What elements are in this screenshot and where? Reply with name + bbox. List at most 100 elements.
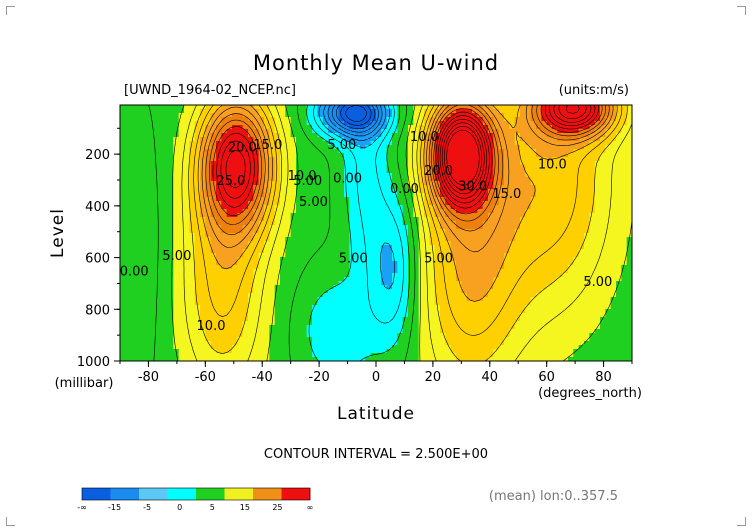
field-cell: [562, 309, 569, 314]
field-cell: [429, 109, 436, 114]
field-cell: [541, 249, 548, 254]
field-cell: [312, 189, 318, 194]
field-cell: [205, 293, 212, 298]
field-cell: [141, 121, 148, 126]
field-cell: [232, 113, 238, 118]
field-cell: [450, 285, 457, 290]
field-cell: [136, 185, 142, 190]
field-cell: [200, 185, 206, 190]
field-cell: [216, 129, 222, 134]
field-cell: [205, 113, 212, 118]
field-cell: [504, 217, 510, 222]
field-cell: [173, 201, 180, 206]
field-cell: [328, 241, 334, 246]
field-cell: [424, 209, 430, 214]
field-cell: [530, 229, 537, 234]
field-cell: [317, 285, 324, 290]
field-cell: [152, 285, 158, 290]
field-cell: [130, 249, 137, 254]
field-cell: [301, 165, 308, 170]
field-cell: [146, 201, 153, 206]
field-cell: [125, 249, 132, 254]
field-cell: [541, 149, 548, 154]
field-cell: [520, 201, 526, 206]
field-cell: [216, 173, 222, 178]
field-cell: [338, 169, 345, 174]
field-cell: [477, 253, 484, 258]
field-cell: [210, 117, 217, 122]
field-cell: [205, 213, 212, 218]
field-cell: [392, 237, 398, 242]
field-cell: [461, 225, 468, 230]
field-cell: [488, 285, 494, 290]
field-cell: [189, 265, 196, 270]
field-cell: [621, 189, 628, 194]
field-cell: [621, 109, 628, 114]
field-cell: [290, 153, 297, 158]
field-cell: [152, 305, 158, 310]
field-cell: [221, 297, 228, 302]
field-cell: [301, 185, 308, 190]
field-cell: [280, 301, 286, 306]
field-cell: [509, 245, 516, 250]
field-cell: [258, 157, 265, 162]
field-cell: [477, 165, 484, 170]
field-cell: [365, 213, 372, 218]
field-cell: [178, 121, 185, 126]
field-cell: [392, 217, 398, 222]
field-cell: [120, 153, 126, 158]
field-cell: [600, 249, 606, 254]
field-cell: [173, 145, 180, 150]
field-cell: [397, 189, 404, 194]
field-cell: [488, 161, 494, 166]
field-cell: [482, 121, 489, 126]
field-cell: [162, 145, 169, 150]
field-cell: [600, 161, 606, 166]
field-cell: [322, 201, 329, 206]
field-cell: [530, 157, 537, 162]
field-cell: [168, 141, 174, 146]
field-cell: [136, 201, 142, 206]
field-cell: [584, 105, 590, 110]
field-cell: [360, 237, 366, 242]
field-cell: [168, 265, 174, 270]
field-cell: [578, 141, 585, 146]
field-cell: [370, 241, 377, 246]
field-cell: [269, 309, 276, 314]
field-cell: [578, 129, 585, 134]
field-cell: [568, 253, 574, 258]
field-cell: [269, 189, 276, 194]
field-cell: [146, 149, 153, 154]
field-cell: [493, 293, 500, 298]
field-cell: [610, 261, 617, 266]
field-cell: [408, 257, 414, 262]
field-cell: [168, 193, 174, 198]
field-cell: [461, 221, 468, 226]
field-cell: [173, 297, 180, 302]
field-cell: [290, 245, 297, 250]
field-cell: [130, 193, 137, 198]
field-cell: [120, 265, 126, 270]
field-cell: [344, 117, 350, 122]
field-cell: [354, 293, 361, 298]
field-cell: [152, 209, 158, 214]
field-cell: [386, 153, 393, 158]
field-cell: [178, 173, 185, 178]
field-cell: [397, 217, 404, 222]
field-cell: [290, 277, 297, 282]
field-cell: [552, 281, 558, 286]
field-cell: [456, 261, 462, 266]
field-cell: [157, 141, 164, 146]
field-cell: [338, 221, 345, 226]
field-cell: [536, 213, 542, 218]
field-cell: [248, 113, 254, 118]
field-cell: [621, 145, 628, 150]
field-cell: [285, 213, 292, 218]
field-cell: [216, 237, 222, 242]
field-cell: [365, 257, 372, 262]
field-cell: [152, 161, 158, 166]
field-cell: [248, 249, 254, 254]
field-cell: [221, 105, 228, 110]
field-cell: [301, 105, 308, 110]
field-cell: [429, 125, 436, 130]
